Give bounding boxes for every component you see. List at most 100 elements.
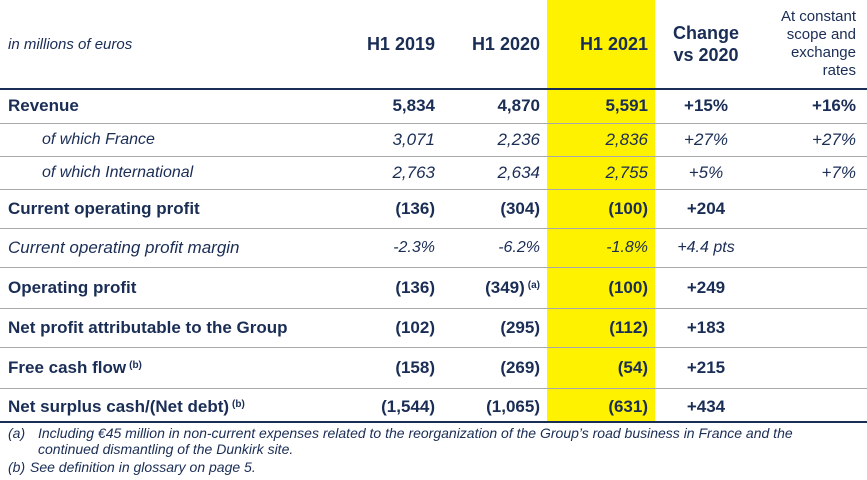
cell-h1-2021: -1.8%: [606, 239, 648, 256]
cell-h1-2019: (136): [395, 278, 435, 297]
row-divider: [0, 267, 867, 268]
row-divider: [0, 228, 867, 229]
table-row-operating-profit: Operating profit (136) (349) (a) (100) +2…: [0, 268, 867, 308]
footnote-b-text: See definition in glossary on page 5.: [30, 459, 256, 475]
table-header: in millions of euros H1 2019 H1 2020 H1 …: [0, 4, 867, 84]
footnote-a-text: Including €45 million in non-current exp…: [38, 425, 793, 441]
cell-h1-2019: 3,071: [392, 130, 435, 149]
row-label-wrap: Free cash flow (b): [8, 348, 142, 388]
unit-label: in millions of euros: [8, 35, 133, 53]
footnote-ref-b: (b): [232, 398, 245, 410]
cell-change: +204: [686, 199, 726, 218]
cell-h1-2019: (136): [395, 199, 435, 218]
cell-change: +15%: [684, 96, 728, 115]
header-constant-line3: exchange: [790, 44, 856, 61]
row-label-wrap: Net surplus cash/(Net debt) (b): [8, 389, 245, 425]
cell-change: +249: [686, 278, 726, 297]
cell-change: +27%: [684, 130, 728, 149]
row-label: of which France: [42, 131, 155, 148]
row-label: Net surplus cash/(Net debt): [8, 397, 230, 416]
cell-change: +4.4 pts: [677, 239, 735, 256]
cell-h1-2021: (631): [608, 397, 648, 416]
table-row-france: of which France 3,071 2,236 2,836 +27% +…: [0, 124, 867, 156]
row-divider: [0, 123, 867, 124]
footnote-a-line2: continued dismantling of the Dunkirk sit…: [38, 441, 294, 457]
cell-h1-2019: -2.3%: [393, 239, 435, 256]
cell-h1-2021: 2,755: [605, 163, 648, 182]
row-divider: [0, 388, 867, 389]
cell-value: (349): [485, 278, 525, 297]
table-bottom-rule: [0, 421, 867, 423]
cell-constant: [760, 268, 856, 308]
cell-h1-2021: (112): [609, 318, 648, 337]
table-row-current-operating-margin: Current operating profit margin -2.3% -6…: [0, 229, 867, 267]
row-label: Operating profit: [8, 278, 137, 297]
cell-h1-2021: 2,836: [605, 130, 648, 149]
h1-2021-column-highlight: [547, 0, 655, 421]
cell-change: +5%: [688, 163, 724, 182]
header-constant-line4: rates: [822, 62, 856, 79]
header-change: Change vs 2020: [660, 4, 752, 84]
header-change-line1: Change: [672, 23, 739, 43]
header-constant-line1: At constant: [780, 8, 856, 25]
cell-h1-2019: (1,544): [381, 397, 435, 416]
cell-change: +183: [686, 318, 726, 337]
header-constant-rates: At constant scope and exchange rates: [760, 4, 856, 84]
cell-h1-2020: (1,065): [486, 397, 540, 416]
cell-h1-2020: (269): [500, 358, 540, 377]
row-divider: [0, 156, 867, 157]
cell-h1-2019: 5,834: [392, 96, 435, 115]
cell-h1-2019: (102): [395, 318, 435, 337]
cell-h1-2019: (158): [395, 358, 435, 377]
cell-constant: [760, 190, 856, 228]
footnote-b: (b) See definition in glossary on page 5.: [8, 459, 256, 475]
cell-h1-2020: (295): [500, 318, 540, 337]
cell-constant: +7%: [821, 163, 857, 182]
header-change-line2: vs 2020: [673, 45, 739, 65]
footnote-a-line1: (a) Including €45 million in non-current …: [8, 425, 793, 441]
cell-h1-2019: 2,763: [392, 163, 435, 182]
table-row-free-cash-flow: Free cash flow (b) (158) (269) (54) +215: [0, 348, 867, 388]
row-divider: [0, 308, 867, 309]
header-rule: [0, 88, 867, 90]
cell-constant: [760, 309, 856, 347]
header-h1-2019: H1 2019: [366, 33, 435, 54]
cell-h1-2020: (349) (a): [445, 268, 540, 308]
table-row-net-profit: Net profit attributable to the Group (10…: [0, 309, 867, 347]
cell-h1-2020: (304): [500, 199, 540, 218]
row-divider: [0, 347, 867, 348]
footnote-a: (a) Including €45 million in non-current …: [8, 425, 793, 457]
cell-h1-2021: (100): [608, 199, 648, 218]
table-row-international: of which International 2,763 2,634 2,755…: [0, 157, 867, 189]
cell-change: +434: [686, 397, 726, 416]
cell-h1-2020: -6.2%: [498, 239, 540, 256]
table-row-net-surplus-cash: Net surplus cash/(Net debt) (b) (1,544) (…: [0, 389, 867, 425]
footnote-ref-a: (a): [527, 279, 540, 291]
row-label: Current operating profit: [8, 199, 200, 218]
row-label: Current operating profit margin: [8, 238, 240, 257]
cell-h1-2020: 2,634: [497, 163, 540, 182]
row-label: Free cash flow: [8, 358, 127, 377]
cell-change: +215: [686, 358, 726, 377]
table-row-revenue: Revenue 5,834 4,870 5,591 +15% +16%: [0, 90, 867, 122]
cell-h1-2021: 5,591: [605, 96, 648, 115]
cell-h1-2020: 2,236: [497, 130, 540, 149]
header-constant-line2: scope and: [786, 26, 856, 43]
cell-constant: [760, 389, 856, 425]
table-row-current-operating-profit: Current operating profit (136) (304) (10…: [0, 190, 867, 228]
cell-constant: [760, 229, 856, 267]
footnote-b-tag: (b): [8, 459, 26, 475]
cell-h1-2020: 4,870: [497, 96, 540, 115]
row-label: of which International: [42, 164, 194, 181]
footnote-a-tag: (a): [8, 425, 26, 441]
cell-constant: [760, 348, 856, 388]
row-label: Revenue: [8, 96, 79, 115]
header-h1-2020: H1 2020: [471, 33, 540, 54]
row-divider: [0, 189, 867, 190]
header-h1-2021: H1 2021: [579, 33, 648, 54]
footnote-ref-b: (b): [129, 359, 142, 371]
row-label: Net profit attributable to the Group: [8, 318, 288, 337]
cell-constant: +16%: [812, 96, 856, 115]
cell-h1-2021: (54): [617, 358, 648, 377]
cell-constant: +27%: [812, 130, 856, 149]
